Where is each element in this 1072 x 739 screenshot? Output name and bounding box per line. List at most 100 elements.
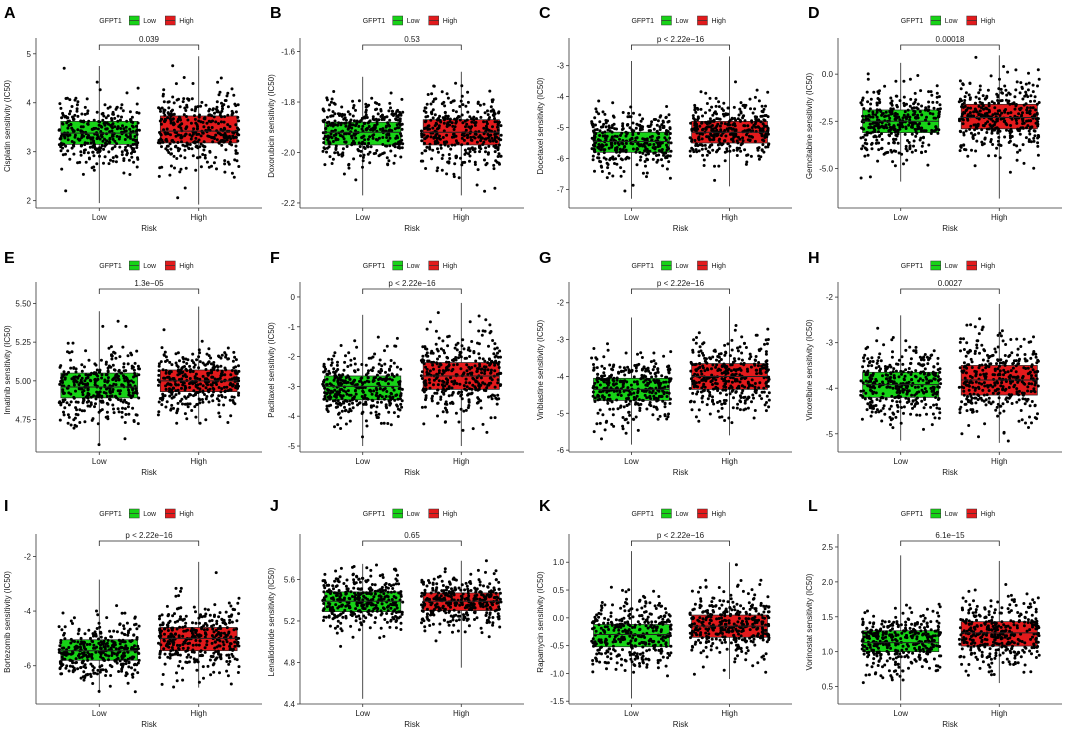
data-point: [874, 141, 878, 145]
data-point: [483, 368, 487, 372]
data-point: [897, 151, 901, 155]
data-point: [914, 134, 918, 138]
data-point: [131, 406, 135, 410]
data-point: [702, 158, 706, 162]
data-point: [111, 159, 115, 163]
data-point: [668, 402, 672, 405]
data-point: [124, 125, 128, 129]
data-point: [195, 133, 199, 136]
data-point: [656, 370, 660, 374]
data-point: [962, 101, 966, 105]
data-point: [363, 121, 367, 125]
data-point: [215, 138, 219, 142]
data-point: [215, 110, 219, 114]
data-point: [117, 378, 121, 382]
data-point: [337, 411, 341, 415]
data-point: [68, 109, 72, 113]
data-point: [475, 367, 479, 371]
data-point: [76, 100, 80, 104]
data-point: [1006, 70, 1010, 74]
data-point: [80, 409, 84, 413]
data-point: [354, 136, 358, 140]
data-point: [346, 127, 350, 131]
data-point: [161, 394, 165, 398]
data-point: [615, 398, 619, 402]
data-point: [478, 134, 482, 138]
y-tick-label: 5: [27, 50, 32, 59]
data-point: [690, 129, 694, 132]
data-point: [997, 143, 1001, 147]
data-point: [388, 118, 392, 122]
data-point: [599, 164, 603, 168]
data-point: [990, 131, 994, 135]
data-point: [623, 189, 627, 193]
data-point: [393, 127, 397, 131]
data-point: [1036, 84, 1039, 88]
data-point: [634, 369, 638, 373]
data-point: [449, 101, 453, 104]
data-point: [370, 127, 374, 131]
data-point: [999, 87, 1003, 91]
data-point: [342, 401, 346, 405]
data-point: [893, 164, 897, 168]
data-point: [183, 373, 187, 377]
data-point: [904, 115, 908, 119]
data-point: [220, 115, 223, 119]
data-point: [628, 399, 632, 403]
data-point: [936, 107, 940, 111]
data-point: [1033, 134, 1037, 138]
data-point: [968, 81, 972, 85]
data-point: [991, 143, 995, 146]
data-point: [337, 382, 340, 386]
data-point: [225, 385, 229, 389]
data-point: [396, 407, 400, 411]
data-point: [764, 145, 768, 149]
data-point: [918, 122, 922, 125]
data-point: [702, 164, 706, 167]
data-point: [102, 161, 105, 165]
data-point: [492, 110, 496, 114]
legend-label-low: Low: [407, 263, 421, 270]
data-point: [97, 395, 100, 399]
data-point: [981, 124, 985, 127]
data-point: [445, 172, 449, 176]
panel-letter: D: [808, 5, 820, 22]
data-point: [1022, 103, 1026, 107]
data-point: [689, 121, 693, 125]
data-point: [83, 420, 87, 424]
data-point: [64, 144, 68, 148]
data-point: [1012, 143, 1016, 147]
data-point: [435, 361, 439, 365]
data-point: [338, 134, 342, 137]
data-point: [486, 113, 490, 117]
data-point: [615, 376, 619, 380]
data-point: [330, 361, 334, 365]
data-point: [426, 134, 430, 138]
data-point: [760, 104, 764, 108]
data-point: [193, 363, 197, 367]
data-point: [652, 397, 656, 401]
data-point: [888, 134, 892, 138]
data-point: [382, 387, 386, 391]
data-point: [194, 136, 198, 140]
data-point: [693, 118, 697, 122]
data-point: [597, 99, 601, 103]
data-point: [100, 408, 104, 412]
data-point: [666, 365, 669, 369]
data-point: [162, 353, 166, 357]
data-point: [330, 121, 334, 125]
points-low: [859, 72, 942, 180]
data-point: [423, 405, 427, 409]
data-point: [908, 77, 912, 81]
data-point: [1000, 99, 1004, 102]
data-point: [878, 134, 882, 137]
p-value-label: 0.53: [404, 35, 420, 44]
data-point: [424, 353, 428, 357]
data-point: [122, 374, 125, 378]
data-point: [399, 141, 403, 145]
data-point: [220, 393, 223, 397]
data-point: [112, 382, 116, 386]
data-point: [383, 362, 387, 366]
data-point: [366, 152, 370, 156]
data-point: [713, 164, 716, 168]
